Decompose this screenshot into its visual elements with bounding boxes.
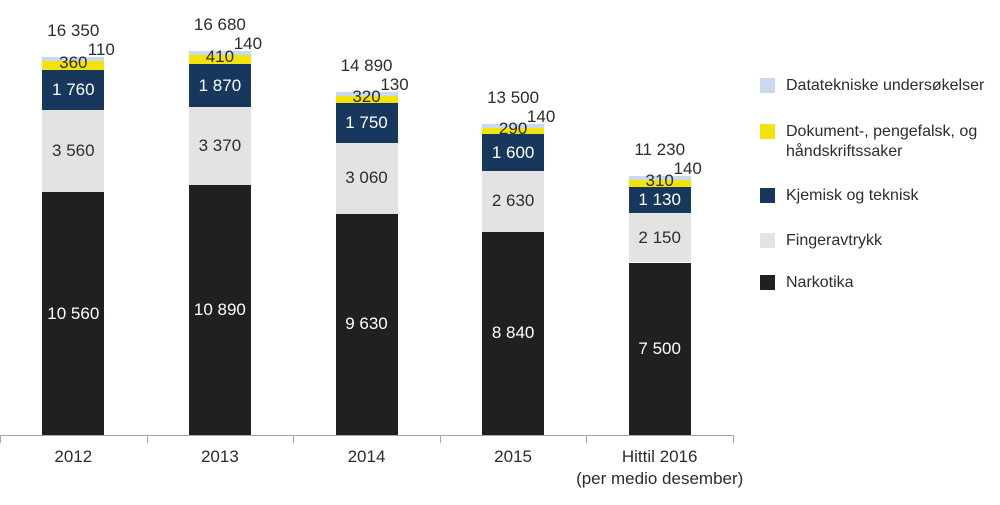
segment-narkotika: 7 500 xyxy=(628,262,691,435)
legend-item: Kjemisk og teknisk xyxy=(760,186,998,206)
legend-swatch xyxy=(760,78,775,93)
segment-fingeravtrykk: 3 370 xyxy=(188,107,251,185)
segment-value-label: 140 xyxy=(233,33,263,53)
x-axis-tick xyxy=(440,435,441,443)
legend-item: Dokument-, pengefalsk, og håndskriftssak… xyxy=(760,122,998,162)
plot-area: 10 560 3 560 1 760 16 350 360 110 2012 10 890 3 … xyxy=(0,14,743,488)
segment-value-label: 3 370 xyxy=(198,135,242,155)
segment-value-label: 1 760 xyxy=(52,79,95,99)
legend-label: Datatekniske undersøkelser xyxy=(786,77,985,94)
segment-kjemisk-og-teknisk: 1 750 xyxy=(335,102,398,144)
segment-value-label: 310 xyxy=(645,170,674,190)
segment-dokument-pengefalsk xyxy=(42,61,105,70)
segment-kjemisk-og-teknisk: 1 130 xyxy=(628,187,691,214)
segment-kjemisk-og-teknisk: 1 870 xyxy=(188,64,251,107)
axis-category-label: 2015 xyxy=(494,447,532,466)
segment-value-label: 1 870 xyxy=(198,75,242,95)
segment-value-label: 9 630 xyxy=(345,314,388,334)
segment-dokument-pengefalsk xyxy=(335,95,398,103)
segment-value-label: 3 560 xyxy=(52,141,95,161)
segment-value-label: 290 xyxy=(498,118,528,138)
segment-value-label: 3 060 xyxy=(345,168,388,188)
segment-narkotika: 9 630 xyxy=(335,213,398,435)
legend-label: Dokument-, pengefalsk, og håndskriftssak… xyxy=(786,123,978,160)
x-axis-tick xyxy=(147,435,148,443)
segment-value-label: 360 xyxy=(59,53,88,73)
x-axis-tick xyxy=(586,435,587,443)
segment-datatekniske xyxy=(628,175,691,180)
segment-value-label: 2 630 xyxy=(491,191,535,211)
segment-fingeravtrykk: 3 060 xyxy=(335,143,398,214)
segment-datatekniske xyxy=(482,123,545,128)
segment-fingeravtrykk: 2 150 xyxy=(628,213,691,263)
segment-value-label: 1 750 xyxy=(345,113,388,132)
bar-total-label: 16 680 xyxy=(193,14,246,34)
legend-swatch xyxy=(760,275,775,290)
legend: Datatekniske undersøkelser Dokument-, pen… xyxy=(760,0,1000,505)
legend-swatch xyxy=(760,188,775,203)
bar-total-label: 16 350 xyxy=(47,21,100,41)
segment-kjemisk-og-teknisk: 1 600 xyxy=(482,134,545,172)
legend-item: Fingeravtrykk xyxy=(760,231,998,251)
x-axis-tick xyxy=(0,435,1,443)
bar-total-label: 11 230 xyxy=(634,139,686,159)
segment-value-label: 10 560 xyxy=(47,303,100,323)
segment-value-label: 1 600 xyxy=(491,142,535,162)
segment-value-label: 7 500 xyxy=(638,338,681,358)
segment-narkotika: 10 890 xyxy=(188,184,251,435)
segment-value-label: 320 xyxy=(352,86,381,106)
bar-total-label: 13 500 xyxy=(487,87,540,107)
axis-category-label: 2014 xyxy=(347,447,386,466)
axis-category-label: Hittil 2016 (per medio desember) xyxy=(576,447,744,488)
legend-swatch xyxy=(760,124,775,139)
axis-category-label: 2013 xyxy=(200,447,239,466)
segment-value-label: 140 xyxy=(526,106,556,126)
segment-narkotika: 8 840 xyxy=(482,231,545,435)
legend-item: Datatekniske undersøkelser xyxy=(760,76,998,96)
segment-value-label: 140 xyxy=(673,158,702,178)
legend-label: Kjemisk og teknisk xyxy=(786,187,919,204)
legend-item: Narkotika xyxy=(760,273,998,293)
axis-category-label: 2012 xyxy=(54,447,93,466)
segment-dokument-pengefalsk xyxy=(188,54,251,64)
segment-dokument-pengefalsk xyxy=(482,127,545,135)
segment-value-label: 110 xyxy=(87,40,115,60)
segment-value-label: 10 890 xyxy=(193,299,246,319)
segment-value-label: 2 150 xyxy=(638,227,681,247)
segment-kjemisk-og-teknisk: 1 760 xyxy=(42,69,105,111)
segment-datatekniske xyxy=(42,57,105,62)
segment-datatekniske xyxy=(335,91,398,96)
legend-swatch xyxy=(760,233,775,248)
segment-fingeravtrykk: 3 560 xyxy=(42,110,105,193)
segment-value-label: 8 840 xyxy=(491,323,535,343)
x-axis-tick xyxy=(293,435,294,443)
legend-label: Narkotika xyxy=(786,274,854,291)
segment-value-label: 410 xyxy=(205,46,235,66)
bar-total-label: 14 890 xyxy=(340,55,393,75)
segment-value-label: 1 130 xyxy=(638,190,681,210)
segment-dokument-pengefalsk xyxy=(628,179,691,188)
x-axis-tick xyxy=(733,435,734,443)
segment-datatekniske xyxy=(188,50,251,55)
segment-value-label: 130 xyxy=(380,74,409,94)
x-axis-line xyxy=(0,435,733,436)
segment-narkotika: 10 560 xyxy=(42,192,105,435)
legend-label: Fingeravtrykk xyxy=(786,232,883,249)
segment-fingeravtrykk: 2 630 xyxy=(482,171,545,232)
